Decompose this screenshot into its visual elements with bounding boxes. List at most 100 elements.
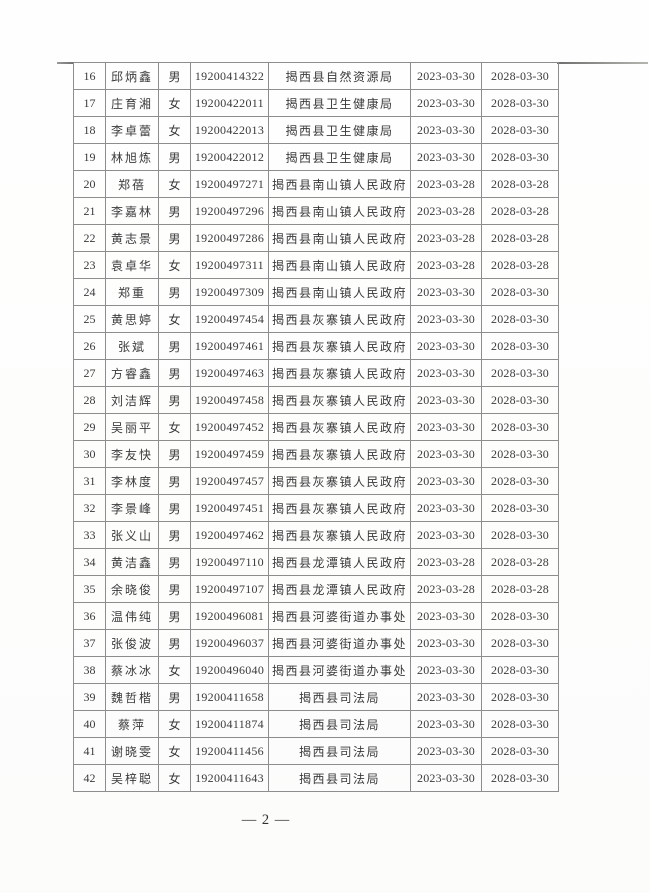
cell-organization: 揭西县南山镇人民政府 <box>268 251 411 279</box>
cell-id-number: 19200497463 <box>190 359 269 387</box>
cell-organization: 揭西县灰寨镇人民政府 <box>268 386 411 414</box>
cell-gender: 男 <box>158 575 191 603</box>
cell-id-number: 19200497311 <box>190 251 269 279</box>
cell-index: 42 <box>73 764 106 792</box>
cell-name: 温伟纯 <box>105 602 159 630</box>
cell-name: 张义山 <box>105 521 159 549</box>
table-row: 28 刘洁辉男 19200497458 揭西县灰寨镇人民政府 2023-03-30 202… <box>73 386 559 414</box>
cell-organization: 揭西县河婆街道办事处 <box>268 656 411 684</box>
cell-organization: 揭西县司法局 <box>268 683 411 711</box>
cell-expiry-date: 2028-03-28 <box>481 170 559 198</box>
cell-expiry-date: 2028-03-28 <box>481 197 559 225</box>
cell-organization: 揭西县灰寨镇人民政府 <box>268 521 411 549</box>
cell-organization: 揭西县司法局 <box>268 737 411 765</box>
cell-name: 吴丽平 <box>105 413 159 441</box>
cell-index: 24 <box>73 278 106 306</box>
cell-name: 黄洁鑫 <box>105 548 159 576</box>
cell-organization: 揭西县卫生健康局 <box>268 89 411 117</box>
cell-gender: 男 <box>158 440 191 468</box>
cell-organization: 揭西县南山镇人民政府 <box>268 278 411 306</box>
cell-id-number: 19200497459 <box>190 440 269 468</box>
scan-top-rule-left <box>57 62 74 64</box>
cell-organization: 揭西县卫生健康局 <box>268 143 411 171</box>
cell-gender: 男 <box>158 629 191 657</box>
cell-gender: 女 <box>158 737 191 765</box>
cell-name: 刘洁辉 <box>105 386 159 414</box>
cell-issue-date: 2023-03-28 <box>410 197 482 225</box>
cell-id-number: 19200411874 <box>190 710 269 738</box>
cell-id-number: 19200497296 <box>190 197 269 225</box>
cell-issue-date: 2023-03-30 <box>410 89 482 117</box>
cell-organization: 揭西县灰寨镇人民政府 <box>268 359 411 387</box>
cell-expiry-date: 2028-03-30 <box>481 116 559 144</box>
cell-id-number: 19200497452 <box>190 413 269 441</box>
cell-organization: 揭西县灰寨镇人民政府 <box>268 413 411 441</box>
cell-id-number: 19200497271 <box>190 170 269 198</box>
cell-gender: 男 <box>158 602 191 630</box>
cell-organization: 揭西县南山镇人民政府 <box>268 224 411 252</box>
cell-expiry-date: 2028-03-30 <box>481 521 559 549</box>
table-row: 17 庄育湘女 19200422011 揭西县卫生健康局 2023-03-30 2028-… <box>73 89 559 117</box>
cell-gender: 女 <box>158 710 191 738</box>
cell-gender: 女 <box>158 116 191 144</box>
cell-index: 32 <box>73 494 106 522</box>
cell-issue-date: 2023-03-30 <box>410 683 482 711</box>
cell-index: 16 <box>73 62 106 90</box>
cell-gender: 男 <box>158 332 191 360</box>
table-row: 37 张俊波男 19200496037 揭西县河婆街道办事处 2023-03-30 202… <box>73 629 559 657</box>
cell-issue-date: 2023-03-30 <box>410 116 482 144</box>
cell-organization: 揭西县河婆街道办事处 <box>268 602 411 630</box>
cell-index: 31 <box>73 467 106 495</box>
table-row: 21 李嘉林男 19200497296 揭西县南山镇人民政府 2023-03-28 202… <box>73 197 559 225</box>
table-row: 34 黄洁鑫男 19200497110 揭西县龙潭镇人民政府 2023-03-28 202… <box>73 548 559 576</box>
table-row: 30 李友快男 19200497459 揭西县灰寨镇人民政府 2023-03-30 202… <box>73 440 559 468</box>
cell-issue-date: 2023-03-30 <box>410 278 482 306</box>
cell-name: 邱炳鑫 <box>105 62 159 90</box>
cell-organization: 揭西县灰寨镇人民政府 <box>268 467 411 495</box>
cell-expiry-date: 2028-03-30 <box>481 764 559 792</box>
cell-index: 36 <box>73 602 106 630</box>
cell-index: 27 <box>73 359 106 387</box>
cell-index: 19 <box>73 143 106 171</box>
cell-expiry-date: 2028-03-28 <box>481 575 559 603</box>
cell-id-number: 19200497461 <box>190 332 269 360</box>
table-row: 36 温伟纯男 19200496081 揭西县河婆街道办事处 2023-03-30 202… <box>73 602 559 630</box>
cell-gender: 男 <box>158 62 191 90</box>
cell-organization: 揭西县南山镇人民政府 <box>268 170 411 198</box>
table-row: 39 魏哲楷男 19200411658 揭西县司法局 2023-03-30 2028-03… <box>73 683 559 711</box>
cell-id-number: 19200496081 <box>190 602 269 630</box>
cell-issue-date: 2023-03-30 <box>410 386 482 414</box>
cell-id-number: 19200497458 <box>190 386 269 414</box>
cell-organization: 揭西县灰寨镇人民政府 <box>268 440 411 468</box>
cell-issue-date: 2023-03-30 <box>410 602 482 630</box>
cell-index: 39 <box>73 683 106 711</box>
cell-issue-date: 2023-03-30 <box>410 332 482 360</box>
roster-table-body: 16 邱炳鑫男 19200414322 揭西县自然资源局 2023-03-30 2028-… <box>73 62 559 792</box>
cell-expiry-date: 2028-03-30 <box>481 359 559 387</box>
cell-issue-date: 2023-03-30 <box>410 143 482 171</box>
cell-expiry-date: 2028-03-30 <box>481 683 559 711</box>
table-row: 42 吴梓聪女 19200411643 揭西县司法局 2023-03-30 2028-03… <box>73 764 559 792</box>
cell-id-number: 19200411658 <box>190 683 269 711</box>
cell-id-number: 19200497451 <box>190 494 269 522</box>
cell-gender: 男 <box>158 521 191 549</box>
table-row: 26 张斌男 19200497461 揭西县灰寨镇人民政府 2023-03-30 2028… <box>73 332 559 360</box>
cell-issue-date: 2023-03-28 <box>410 251 482 279</box>
cell-expiry-date: 2028-03-30 <box>481 278 559 306</box>
cell-index: 40 <box>73 710 106 738</box>
cell-issue-date: 2023-03-28 <box>410 170 482 198</box>
cell-index: 18 <box>73 116 106 144</box>
cell-gender: 女 <box>158 764 191 792</box>
cell-issue-date: 2023-03-28 <box>410 575 482 603</box>
cell-gender: 女 <box>158 89 191 117</box>
cell-name: 郑蓓 <box>105 170 159 198</box>
cell-issue-date: 2023-03-28 <box>410 548 482 576</box>
cell-name: 庄育湘 <box>105 89 159 117</box>
cell-gender: 男 <box>158 224 191 252</box>
cell-organization: 揭西县司法局 <box>268 764 411 792</box>
cell-issue-date: 2023-03-30 <box>410 656 482 684</box>
cell-name: 蔡冰冰 <box>105 656 159 684</box>
cell-issue-date: 2023-03-30 <box>410 629 482 657</box>
cell-gender: 男 <box>158 494 191 522</box>
cell-id-number: 19200422011 <box>190 89 269 117</box>
